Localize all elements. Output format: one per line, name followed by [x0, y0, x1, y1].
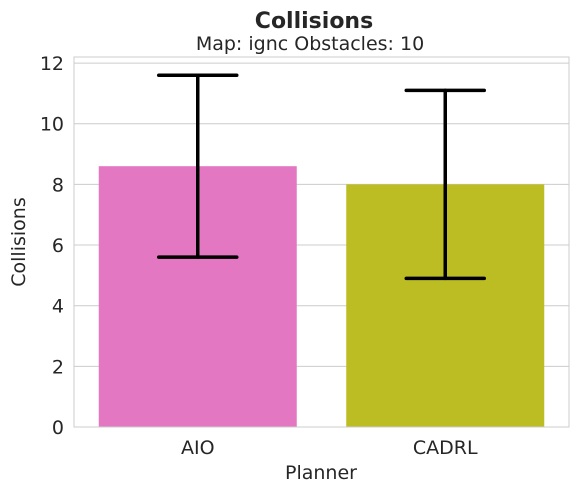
- y-tick-labels: 0 2 4 6 8 10 12: [40, 53, 64, 439]
- error-bar-cadrl: [404, 88, 486, 281]
- y-tick-label-1: 2: [52, 356, 64, 378]
- error-bars: [157, 73, 486, 281]
- y-tick-label-3: 6: [52, 235, 64, 257]
- chart-subtitle: Map: ignc Obstacles: 10: [196, 33, 424, 55]
- y-tick-label-4: 8: [52, 174, 64, 196]
- x-tick-labels: AIO CADRL: [181, 437, 478, 459]
- x-axis-label: Planner: [285, 462, 357, 484]
- y-tick-label-5: 10: [40, 114, 64, 136]
- x-tick-label-aio: AIO: [181, 437, 215, 459]
- y-tick-label-0: 0: [52, 417, 64, 439]
- x-tick-label-cadrl: CADRL: [413, 437, 478, 459]
- y-tick-label-2: 4: [52, 296, 64, 318]
- y-tick-label-6: 12: [40, 53, 64, 75]
- y-axis-label: Collisions: [8, 197, 30, 286]
- chart-title: Collisions: [255, 9, 373, 34]
- bars: [98, 166, 545, 427]
- error-bar-aio: [157, 73, 239, 259]
- plot-frame: [73, 56, 570, 428]
